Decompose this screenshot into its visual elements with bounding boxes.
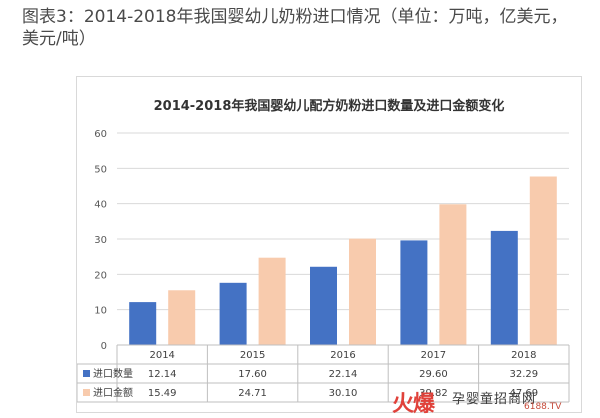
x-tick-label: 2017	[421, 350, 446, 361]
bar-series-2	[439, 204, 467, 345]
legend-label: 进口数量	[93, 367, 133, 380]
bar-series-2	[168, 290, 196, 345]
y-tick-label: 10	[94, 306, 107, 317]
bar-series-1	[400, 240, 428, 345]
data-label: 24.71	[238, 388, 267, 399]
data-label: 29.60	[419, 369, 448, 380]
watermark-site: 孕婴童招商网	[452, 392, 537, 407]
bar-series-1	[219, 282, 247, 345]
y-tick-label: 50	[94, 164, 107, 175]
data-label: 12.14	[148, 369, 177, 380]
y-tick-label: 40	[94, 200, 107, 211]
bar-series-1	[310, 266, 337, 345]
data-label: 30.10	[329, 388, 358, 399]
chart-title: 2014-2018年我国婴幼儿配方奶粉进口数量及进口金额变化	[153, 99, 505, 114]
bar-series-2	[258, 257, 286, 345]
data-label: 22.14	[329, 369, 358, 380]
bar-series-2	[349, 238, 376, 345]
data-label: 17.60	[238, 369, 267, 380]
data-label: 32.29	[509, 369, 538, 380]
y-tick-label: 60	[94, 129, 107, 140]
chart-panel: 2014-2018年我国婴幼儿配方奶粉进口数量及进口金额变化 0 10 20 30 40…	[76, 76, 582, 413]
legend-swatch	[83, 389, 90, 396]
figure-caption: 图表3：2014-2018年我国婴幼儿奶粉进口情况（单位：万吨，亿美元，美元/吨…	[22, 7, 568, 49]
legend-label: 进口金额	[93, 386, 133, 399]
y-tick-label: 30	[94, 235, 107, 246]
x-tick-label: 2014	[149, 350, 174, 361]
x-tick-label: 2018	[511, 350, 536, 361]
x-tick-label: 2015	[240, 350, 265, 361]
bar-series-2	[529, 176, 557, 345]
data-label: 47.69	[509, 388, 538, 399]
x-tick-label: 2016	[330, 350, 355, 361]
legend-swatch	[83, 370, 90, 377]
bar-series-1	[129, 302, 157, 345]
data-label: 15.49	[148, 388, 177, 399]
y-tick-label: 20	[94, 270, 107, 281]
bar-chart: 0 10 20 30 40 50 60 2014 2015 2016 2017 2018 进口数量 12.…	[77, 129, 570, 403]
watermark-url: 6188.TV	[524, 402, 562, 412]
watermark-logo: 火爆 孕婴童招商网 6188.TV	[392, 386, 592, 417]
watermark-brand: 火爆	[392, 391, 435, 417]
y-tick-label: 0	[101, 341, 107, 352]
bar-series-1	[490, 230, 518, 345]
data-label: 39.82	[419, 388, 448, 399]
